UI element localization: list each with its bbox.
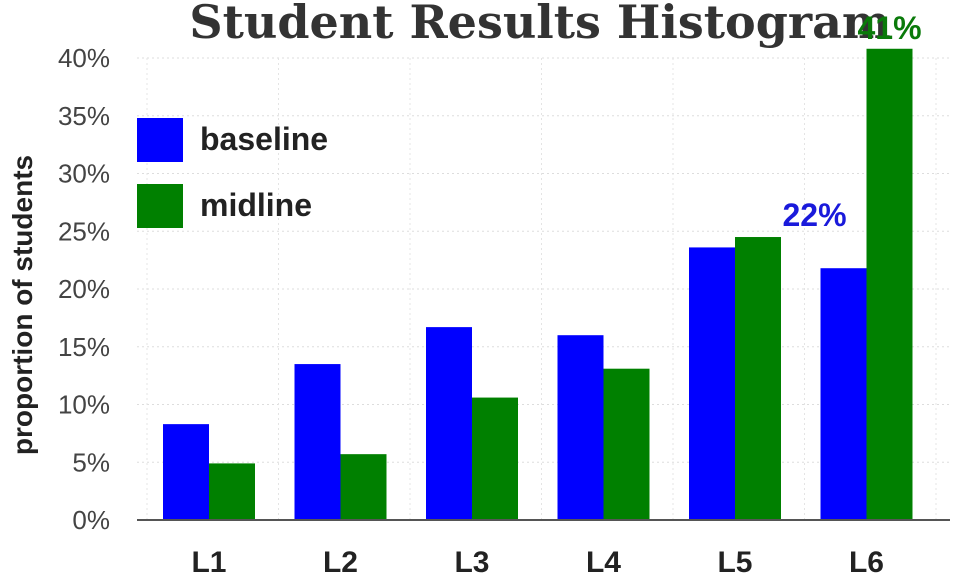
x-tick-label: L5 [717,546,752,575]
y-tick-label: 0% [72,505,110,535]
bar-baseline-L5 [689,247,735,521]
y-tick-label: 35% [58,101,110,131]
legend-swatch-midline [137,184,183,228]
legend: baseline midline [137,118,328,228]
y-ticks: 0% 5% 10% 15% 20% 25% 30% 35% 40% [58,43,110,535]
annotations: 22% 41% [782,10,921,233]
bar-midline-L2 [340,454,387,520]
y-tick-label: 5% [72,447,110,477]
bar-baseline-L3 [426,327,472,520]
y-tick-label: 15% [58,332,110,362]
bar-baseline-L6 [820,268,867,520]
bar-baseline-L4 [557,335,604,520]
bar-midline-L4 [603,368,650,520]
x-tick-label: L6 [849,546,884,575]
legend-label-midline: midline [200,187,312,223]
bars [163,48,913,521]
x-ticks: L1 L2 L3 L4 L5 L6 [191,546,884,579]
y-tick-label: 30% [58,159,110,189]
y-tick-label: 20% [58,274,110,304]
y-tick-label: 40% [58,43,110,73]
annotation-midline-L6: 41% [857,10,921,46]
y-axis-label: proportion of students [7,155,38,455]
bar-midline-L1 [209,463,255,520]
y-tick-label: 25% [58,216,110,246]
bar-baseline-L1 [163,424,209,520]
x-tick-label: L1 [191,546,226,575]
bar-midline-L3 [472,397,518,520]
annotation-baseline-L6: 22% [782,197,846,233]
bar-midline-L6 [866,48,913,520]
x-tick-label: L2 [323,546,358,575]
legend-swatch-baseline [137,118,183,162]
x-tick-label: L4 [586,546,621,575]
chart-title: Student Results Histogram [189,0,890,49]
x-tick-label: L3 [454,546,489,575]
bar-midline-L5 [735,237,781,520]
bar-baseline-L2 [294,364,341,520]
legend-label-baseline: baseline [200,121,328,157]
y-tick-label: 10% [58,390,110,420]
